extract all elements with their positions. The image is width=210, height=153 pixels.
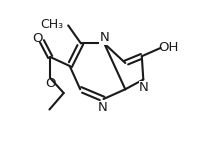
Text: O: O	[46, 77, 56, 90]
Text: N: N	[139, 81, 149, 94]
Text: N: N	[98, 101, 108, 114]
Text: OH: OH	[159, 41, 179, 54]
Text: N: N	[99, 31, 109, 44]
Text: CH₃: CH₃	[40, 18, 63, 31]
Text: O: O	[32, 32, 43, 45]
